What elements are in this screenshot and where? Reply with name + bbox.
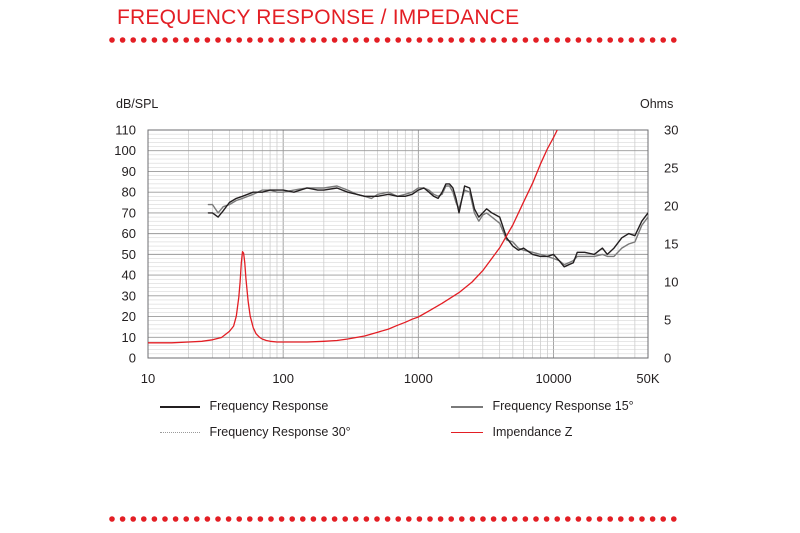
legend-swatch-impedance (451, 432, 483, 433)
y-right-axis-label: Ohms (640, 97, 673, 111)
legend-frequency-response-15: Frequency Response 15° (451, 399, 634, 413)
legend-label-frequency-response-30: Frequency Response 30° (209, 425, 350, 439)
x-tick-label: 100 (272, 371, 294, 386)
legend-swatch-frequency-response-15 (451, 406, 483, 408)
y-right-tick-label: 15 (664, 237, 678, 252)
y-right-tick-label: 20 (664, 199, 678, 214)
legend-impedance: Impendance Z (451, 425, 572, 439)
legend-label-frequency-response-15: Frequency Response 15° (492, 399, 633, 413)
y-left-tick-label: 20 (122, 309, 136, 324)
legend-frequency-response: Frequency Response (160, 399, 328, 413)
legend-label-frequency-response: Frequency Response (209, 399, 328, 413)
y-right-tick-label: 0 (664, 351, 671, 366)
y-right-tick-label: 10 (664, 275, 678, 290)
y-left-tick-label: 30 (122, 288, 136, 303)
x-tick-label: 10 (141, 371, 155, 386)
y-left-tick-label: 60 (122, 226, 136, 241)
chart-grid (148, 130, 648, 358)
legend-frequency-response-30: Frequency Response 30° (160, 425, 351, 439)
y-left-tick-label: 70 (122, 205, 136, 220)
y-left-tick-label: 100 (114, 143, 136, 158)
y-left-tick-label: 80 (122, 185, 136, 200)
x-tick-label: 10000 (535, 371, 571, 386)
legend-swatch-frequency-response (160, 406, 200, 408)
x-tick-label: 1000 (404, 371, 433, 386)
y-right-tick-label: 5 (664, 313, 671, 328)
plot-frame (148, 130, 648, 358)
series-line-impendance-z (148, 122, 564, 342)
y-left-axis-label: dB/SPL (116, 97, 158, 111)
y-right-tick-label: 25 (664, 161, 678, 176)
legend-swatch-frequency-response-30 (160, 432, 200, 433)
y-left-tick-label: 110 (115, 123, 136, 138)
y-left-tick-label: 40 (122, 268, 136, 283)
legend-label-impedance: Impendance Z (492, 425, 572, 439)
x-tick-label: 50K (636, 371, 659, 386)
y-left-tick-label: 10 (122, 330, 136, 345)
y-left-tick-label: 90 (122, 164, 136, 179)
y-right-tick-label: 30 (664, 123, 678, 138)
y-left-tick-label: 0 (129, 351, 136, 366)
y-left-tick-label: 50 (122, 247, 136, 262)
